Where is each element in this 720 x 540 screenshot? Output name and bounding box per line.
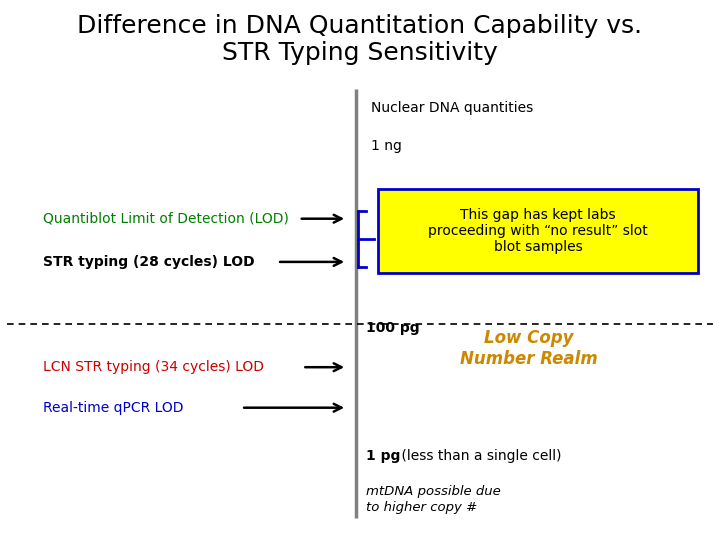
Text: STR typing (28 cycles) LOD: STR typing (28 cycles) LOD [43,255,255,269]
Text: Low Copy
Number Realm: Low Copy Number Realm [460,329,598,368]
Text: 1 pg: 1 pg [366,449,400,463]
Text: 1 ng: 1 ng [371,139,402,153]
Text: Quantiblot Limit of Detection (LOD): Quantiblot Limit of Detection (LOD) [43,212,289,226]
Text: mtDNA possible due
to higher copy #: mtDNA possible due to higher copy # [366,485,500,514]
Text: Nuclear DNA quantities: Nuclear DNA quantities [371,101,533,115]
Text: LCN STR typing (34 cycles) LOD: LCN STR typing (34 cycles) LOD [43,360,264,374]
Text: Difference in DNA Quantitation Capability vs.
STR Typing Sensitivity: Difference in DNA Quantitation Capabilit… [78,14,642,65]
FancyBboxPatch shape [378,189,698,273]
Text: Real-time qPCR LOD: Real-time qPCR LOD [43,401,184,415]
Text: 100 pg: 100 pg [366,321,419,335]
Text: (less than a single cell): (less than a single cell) [397,449,562,463]
Text: This gap has kept labs
proceeding with “no result” slot
blot samples: This gap has kept labs proceeding with “… [428,208,648,254]
